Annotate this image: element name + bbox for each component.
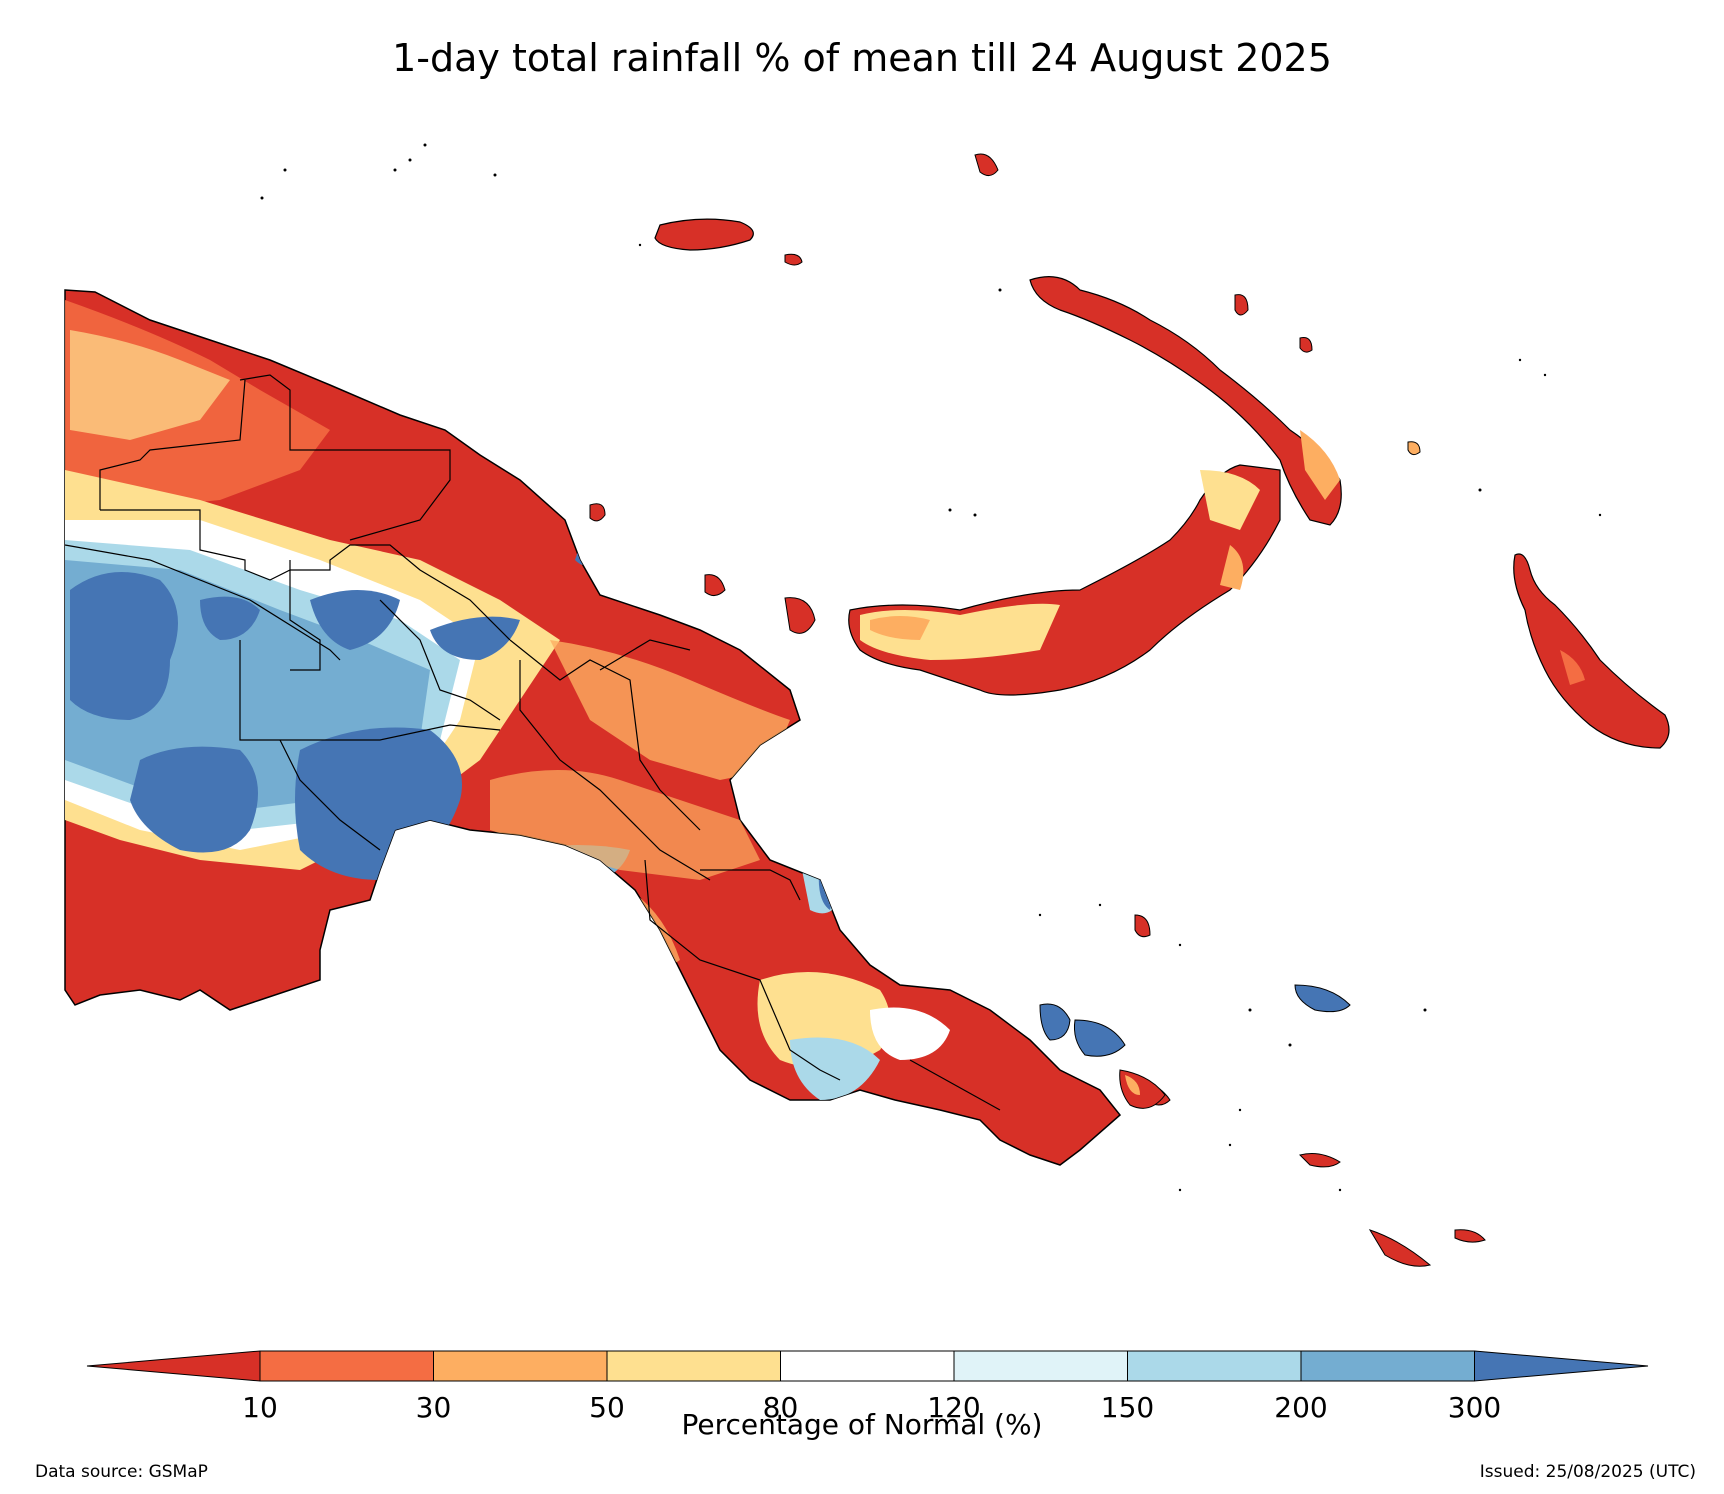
colorbar-tick-label: 120 — [927, 1391, 980, 1424]
colorbar-tick-label: 30 — [416, 1391, 452, 1424]
colorbar-segment — [780, 1350, 955, 1382]
colorbar-segment — [953, 1350, 1128, 1382]
colorbar-tick-label: 10 — [242, 1391, 278, 1424]
bougainville-island — [1513, 553, 1670, 749]
manus-island — [654, 218, 803, 266]
map-title: 1-day total rainfall % of mean till 24 A… — [392, 36, 1332, 80]
colorbar-over-arrow — [1474, 1350, 1649, 1382]
colorbar-segment — [259, 1350, 434, 1382]
islet-dots — [260, 143, 1602, 1192]
colorbar-under-arrow — [86, 1350, 261, 1382]
colorbar-tick-label: 200 — [1274, 1391, 1327, 1424]
dentrecasteaux-islands — [1039, 984, 1351, 1109]
colorbar-tick-label: 50 — [589, 1391, 625, 1424]
new-britain-island — [848, 464, 1281, 696]
new-ireland-island — [1029, 276, 1342, 526]
colorbar-label: Percentage of Normal (%) — [681, 1408, 1043, 1441]
colorbar-segment — [433, 1350, 608, 1382]
colorbar-tick-label: 150 — [1101, 1391, 1154, 1424]
colorbar-tick-label: 300 — [1448, 1391, 1501, 1424]
mainland — [64, 289, 1122, 1166]
colorbar-segment — [1300, 1350, 1475, 1382]
colorbar-tick-label: 80 — [763, 1391, 799, 1424]
data-source: Data source: GSMaP — [35, 1462, 208, 1482]
mainland-shape — [64, 289, 1122, 1166]
colorbar-segment — [606, 1350, 781, 1382]
province-borders — [64, 374, 1001, 1111]
issued-date: Issued: 25/08/2025 (UTC) — [1479, 1462, 1696, 1482]
colorbar-segment — [1127, 1350, 1302, 1382]
